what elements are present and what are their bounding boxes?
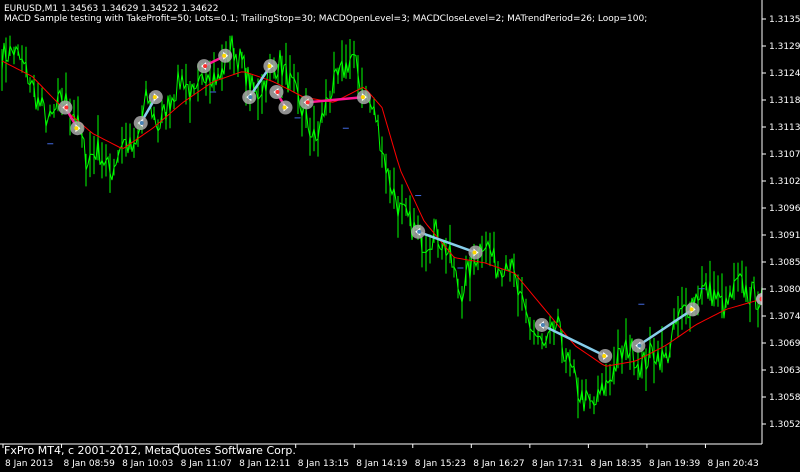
expert-params-line: MACD Sample testing with TakeProfit=50; … (4, 14, 648, 24)
trade-dot (360, 95, 365, 100)
trade-dot (602, 354, 607, 358)
trade-dot (472, 250, 477, 255)
y-tick-label: 1.31240 (769, 69, 800, 79)
y-tick-label: 1.30910 (769, 231, 800, 241)
trade-dot (152, 95, 157, 100)
y-tick-label: 1.30965 (769, 204, 800, 214)
trade-dot (282, 105, 287, 110)
y-tick-label: 1.31130 (769, 123, 800, 133)
ohlc-values: 1.34563 1.34629 1.34522 1.34622 (61, 4, 219, 14)
trade-dot (248, 95, 253, 100)
x-tick-label: 8 Jan 19:39 (649, 459, 701, 469)
x-tick-label: 8 Jan 10:03 (122, 459, 173, 469)
price-layer (1, 35, 763, 419)
trade-dot (139, 121, 144, 126)
x-tick-label: 8 Jan 16:27 (473, 459, 524, 469)
trade-dot (203, 64, 208, 69)
y-tick-label: 1.30580 (769, 393, 800, 403)
copyright-text: FxPro MT4, c 2001-2012, MetaQuotes Softw… (4, 444, 296, 457)
trade-dot (275, 90, 280, 94)
y-tick-label: 1.31020 (769, 177, 800, 187)
x-tick-label: 8 Jan 15:23 (415, 459, 466, 469)
y-tick-label: 1.31350 (769, 15, 800, 25)
buy-trade-line (637, 308, 694, 347)
symbol-label: EURUSD,M1 (4, 4, 59, 14)
buy-trade-line (417, 230, 476, 254)
y-tick-label: 1.30745 (769, 312, 800, 322)
x-tick-label: 8 Jan 11:07 (181, 459, 232, 469)
trade-dot (222, 53, 227, 58)
x-tick-label: 8 Jan 14:19 (356, 459, 408, 469)
x-tick-label: 8 Jan 12:11 (239, 459, 290, 469)
y-tick-label: 1.31185 (769, 96, 800, 106)
buy-trade-line (541, 323, 606, 358)
x-tick-label: 8 Jan 17:31 (532, 459, 583, 469)
x-tick-label: 8 Jan 18:35 (590, 459, 641, 469)
trade-dot (689, 307, 694, 312)
x-tick-label: 8 Jan 20:43 (707, 459, 758, 469)
price-axis-bg (762, 0, 800, 472)
time-axis-bg (0, 445, 800, 472)
x-tick-label: 8 Jan 2013 (5, 459, 53, 469)
y-tick-label: 1.30690 (769, 339, 800, 349)
symbol-ohlc-line: EURUSD,M1 1.34563 1.34629 1.34522 1.3462… (4, 4, 218, 15)
ma-layer (1, 60, 763, 367)
trade-dot (540, 322, 545, 327)
trade-dot (267, 64, 272, 69)
y-tick-label: 1.30855 (769, 258, 800, 268)
trade-dot (305, 100, 310, 105)
y-tick-label: 1.31075 (769, 150, 800, 160)
y-tick-label: 1.31295 (769, 42, 800, 52)
y-tick-label: 1.30525 (769, 420, 800, 430)
sell-trade-line (306, 95, 365, 104)
y-tick-label: 1.30800 (769, 285, 800, 295)
ma-line (1, 60, 763, 367)
trade-dot (417, 229, 422, 234)
y-tick-label: 1.30635 (769, 366, 800, 376)
trade-dot (74, 126, 79, 131)
marker-layer (58, 48, 768, 363)
trade-dot (64, 105, 69, 110)
x-tick-label: 8 Jan 13:15 (298, 459, 349, 469)
x-tick-label: 8 Jan 08:59 (64, 459, 116, 469)
trade-dot (637, 343, 642, 348)
